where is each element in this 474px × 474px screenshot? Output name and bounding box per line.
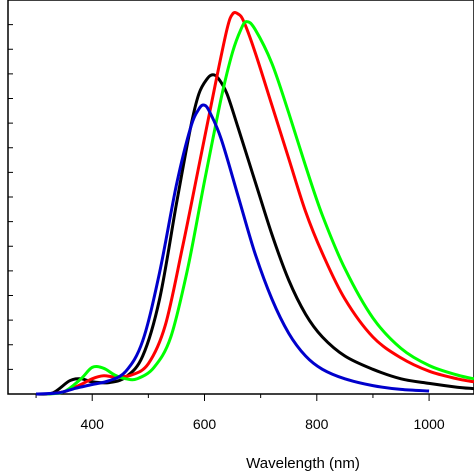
x-tick-label: 1000: [414, 416, 445, 432]
series-lines: [35, 11, 474, 396]
series-line: [36, 103, 430, 396]
series-line: [47, 11, 474, 396]
x-tick-label: 600: [193, 416, 217, 432]
x-tick-label: 400: [81, 416, 105, 432]
x-axis-title: Wavelength (nm): [246, 455, 360, 472]
y-axis-ticks: [8, 24, 13, 395]
x-tick-label: 800: [305, 416, 329, 432]
plot-frame: [7, 0, 474, 395]
series-line: [47, 20, 474, 396]
x-axis-ticks: 400 600 800 1000: [35, 394, 445, 432]
